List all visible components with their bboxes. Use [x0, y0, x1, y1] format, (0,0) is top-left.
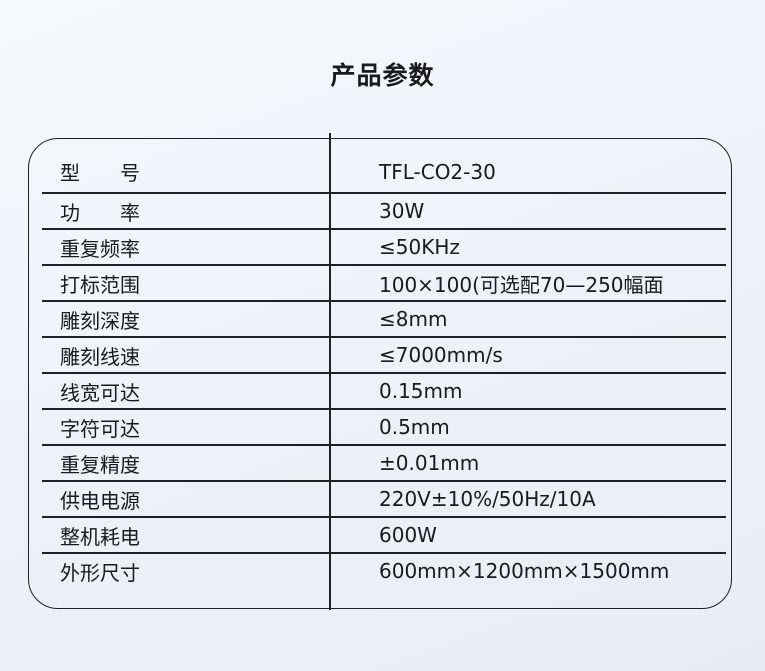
- spec-row: 雕刻线速 ≤7000mm/s: [42, 337, 726, 373]
- row-divider: [42, 552, 726, 554]
- spec-label: 供电电源: [60, 488, 140, 513]
- page-title: 产品参数: [330, 61, 435, 90]
- spec-value: ±0.01mm: [379, 451, 480, 475]
- row-divider: [42, 372, 726, 374]
- row-divider: [42, 300, 726, 302]
- spec-value: 600W: [379, 523, 437, 547]
- spec-label: 型 号: [60, 161, 140, 185]
- spec-value: TFL-CO2-30: [379, 159, 496, 184]
- spec-value: 600mm×1200mm×1500mm: [379, 559, 670, 583]
- spec-row: 线宽可达 0.15mm: [42, 373, 726, 409]
- spec-label: 外形尺寸: [60, 560, 140, 585]
- spec-row: 雕刻深度 ≤8mm: [42, 301, 726, 337]
- spec-value: ≤8mm: [379, 307, 448, 331]
- spec-value: ≤7000mm/s: [379, 343, 503, 367]
- spec-label: 重复频率: [60, 236, 140, 261]
- row-divider: [42, 336, 726, 338]
- row-divider: [42, 480, 726, 482]
- spec-label: 雕刻线速: [60, 344, 140, 369]
- spec-value: ≤50KHz: [379, 235, 460, 259]
- column-divider: [329, 133, 331, 610]
- row-divider: [42, 228, 726, 230]
- spec-label: 打标范围: [60, 272, 140, 297]
- spec-row: 重复频率 ≤50KHz: [42, 229, 726, 265]
- spec-label: 线宽可达: [60, 380, 140, 405]
- row-divider: [42, 408, 726, 410]
- spec-value: 100×100(可选配70—250幅面: [379, 272, 664, 297]
- spec-value: 0.15mm: [379, 379, 463, 403]
- row-divider: [42, 516, 726, 518]
- spec-label: 字符可达: [60, 416, 140, 441]
- spec-row: 打标范围 100×100(可选配70—250幅面: [42, 265, 726, 301]
- spec-row: 型 号 TFL-CO2-30: [42, 138, 726, 193]
- spec-row: 字符可达 0.5mm: [42, 409, 726, 445]
- row-divider: [42, 264, 726, 266]
- spec-row: 供电电源 220V±10%/50Hz/10A: [42, 481, 726, 517]
- spec-table-frame: [28, 138, 732, 609]
- spec-row: 重复精度 ±0.01mm: [42, 445, 726, 481]
- spec-label: 雕刻深度: [60, 308, 140, 333]
- spec-value: 0.5mm: [379, 415, 450, 439]
- spec-row: 整机耗电 600W: [42, 517, 726, 553]
- spec-row: 外形尺寸 600mm×1200mm×1500mm: [42, 553, 726, 589]
- spec-label: 重复精度: [60, 452, 140, 477]
- spec-row: 功 率 30W: [42, 193, 726, 229]
- spec-label: 功 率: [60, 200, 140, 225]
- spec-label: 整机耗电: [60, 524, 140, 549]
- row-divider: [42, 192, 726, 194]
- row-divider: [42, 444, 726, 446]
- spec-value: 220V±10%/50Hz/10A: [379, 487, 596, 511]
- spec-value: 30W: [379, 199, 425, 223]
